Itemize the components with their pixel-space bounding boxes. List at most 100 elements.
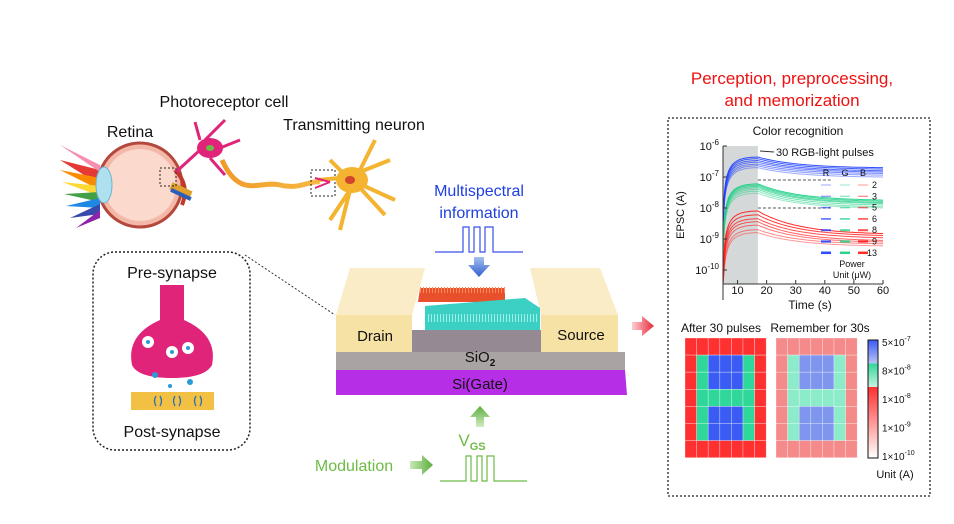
colorbar xyxy=(867,339,879,459)
epsc-curve xyxy=(722,158,883,220)
colorbar-tick-label: 1×10-10 xyxy=(882,450,915,463)
heatmap-cell xyxy=(696,406,709,424)
heatmap-cell xyxy=(822,440,835,459)
heatmap-title-after: After 30 pulses xyxy=(681,321,761,335)
light-pulse-train xyxy=(435,226,523,253)
heatmap-cell xyxy=(719,406,732,424)
heatmap-cell xyxy=(845,423,858,441)
x-tick-label: 50 xyxy=(848,285,860,297)
heatmap-cell xyxy=(731,423,744,441)
heatmap-cell xyxy=(696,388,709,407)
heatmap-cell xyxy=(845,440,858,459)
legend-power-label: 2 xyxy=(872,180,877,190)
y-tick-label: 10-7 xyxy=(700,169,720,184)
heatmap-cell xyxy=(798,371,812,390)
zoom-connector-line xyxy=(244,254,336,316)
heatmap-cell xyxy=(775,423,788,441)
epsc-curve xyxy=(722,156,884,219)
heatmap-cell xyxy=(696,440,709,459)
heatmap-cell xyxy=(719,371,732,390)
right-title-line2: and memorization xyxy=(724,91,859,110)
heatmap-cell xyxy=(731,337,744,356)
heatmap-cell xyxy=(775,440,788,459)
x-tick-label: 10 xyxy=(731,285,743,297)
heatmap-cell xyxy=(845,371,858,390)
heatmap-cell xyxy=(833,388,846,407)
x-tick-label: 30 xyxy=(790,285,802,297)
epsc-curve xyxy=(722,210,883,273)
photoreceptor-label: Photoreceptor cell xyxy=(160,94,289,111)
heatmap-cell xyxy=(775,406,788,424)
epsc-curve xyxy=(722,218,883,280)
modulation-arrow xyxy=(410,455,433,475)
heatmap-cell xyxy=(833,406,846,424)
epsc-curve xyxy=(722,184,884,247)
colorbar-tick-label: 1×10-9 xyxy=(882,422,911,435)
heatmap-cell xyxy=(810,406,823,424)
chart-title: Color recognition xyxy=(753,124,844,138)
heatmap-cell xyxy=(719,337,732,356)
heatmap-cell xyxy=(731,406,744,424)
epsc-curve xyxy=(722,221,883,283)
heatmap-cell xyxy=(731,371,744,390)
heatmap-cell xyxy=(822,337,835,356)
heatmap-cell xyxy=(684,388,697,407)
heatmap-cell xyxy=(845,388,858,407)
modulation-label: Modulation xyxy=(315,458,393,475)
epsc-curve xyxy=(722,161,883,224)
epsc-curve xyxy=(722,185,883,248)
heatmap-cell xyxy=(833,440,846,459)
heatmap-cell xyxy=(833,337,846,356)
heatmap-cell xyxy=(810,388,823,407)
epsc-curve xyxy=(722,163,883,226)
legend-caption-line2: Unit (μW) xyxy=(833,270,871,280)
epsc-curve xyxy=(722,214,884,276)
heatmap-cell xyxy=(742,354,755,373)
colorbar-tick-label: 8×10-8 xyxy=(882,365,911,378)
heatmap-cell xyxy=(742,423,755,441)
neuron-label: Transmitting neuron xyxy=(283,117,425,134)
y-tick-label: 10-8 xyxy=(700,200,720,215)
legend-column-header: R xyxy=(823,168,830,178)
vgs-label: VGS xyxy=(458,431,485,453)
heatmap-cell xyxy=(696,354,709,373)
y-tick-label: 10-6 xyxy=(700,138,720,153)
legend-power-label: 3 xyxy=(872,191,877,201)
heatmap-cell xyxy=(798,440,812,459)
heatmap-cell xyxy=(707,371,721,390)
heatmap-cell xyxy=(787,354,800,373)
heatmap-cell xyxy=(775,337,788,356)
heatmap-cell xyxy=(707,337,721,356)
epsc-curve xyxy=(722,160,883,222)
heatmap-cell xyxy=(696,423,709,441)
light-spectrum-cone xyxy=(60,145,100,228)
legend-power-label: 8 xyxy=(872,225,877,235)
epsc-curve xyxy=(722,187,884,249)
colorbar-tick-label: 5×10-7 xyxy=(882,336,911,349)
right-title-line1: Perception, preprocessing, xyxy=(691,69,893,88)
heatmap-cell xyxy=(707,423,721,441)
heatmap-cell xyxy=(754,406,767,424)
legend-power-label: 6 xyxy=(872,214,877,224)
heatmap-cell xyxy=(719,354,732,373)
heatmap-cell xyxy=(810,337,823,356)
heatmap-cell xyxy=(833,354,846,373)
light-input-arrow xyxy=(468,257,490,277)
heatmap-cell xyxy=(798,337,812,356)
legend-power-label: 5 xyxy=(872,203,877,213)
heatmap-cell xyxy=(707,406,721,424)
pre-synapse-label: Pre-synapse xyxy=(127,265,217,282)
heatmap-cell xyxy=(719,440,732,459)
transistor-device xyxy=(336,268,627,395)
epsc-curve xyxy=(722,190,883,253)
synapse-zoom-box xyxy=(310,169,336,197)
heatmap-cell xyxy=(707,388,721,407)
epsc-line-chart: Color recognition 10-610-710-810-910-10 … xyxy=(675,124,889,312)
heatmap-cell xyxy=(731,388,744,407)
heatmap-cell xyxy=(707,440,721,459)
heatmap-cell xyxy=(754,388,767,407)
heatmap-cell xyxy=(742,388,755,407)
output-arrow xyxy=(632,316,654,336)
retina-zoom-box xyxy=(159,167,177,187)
